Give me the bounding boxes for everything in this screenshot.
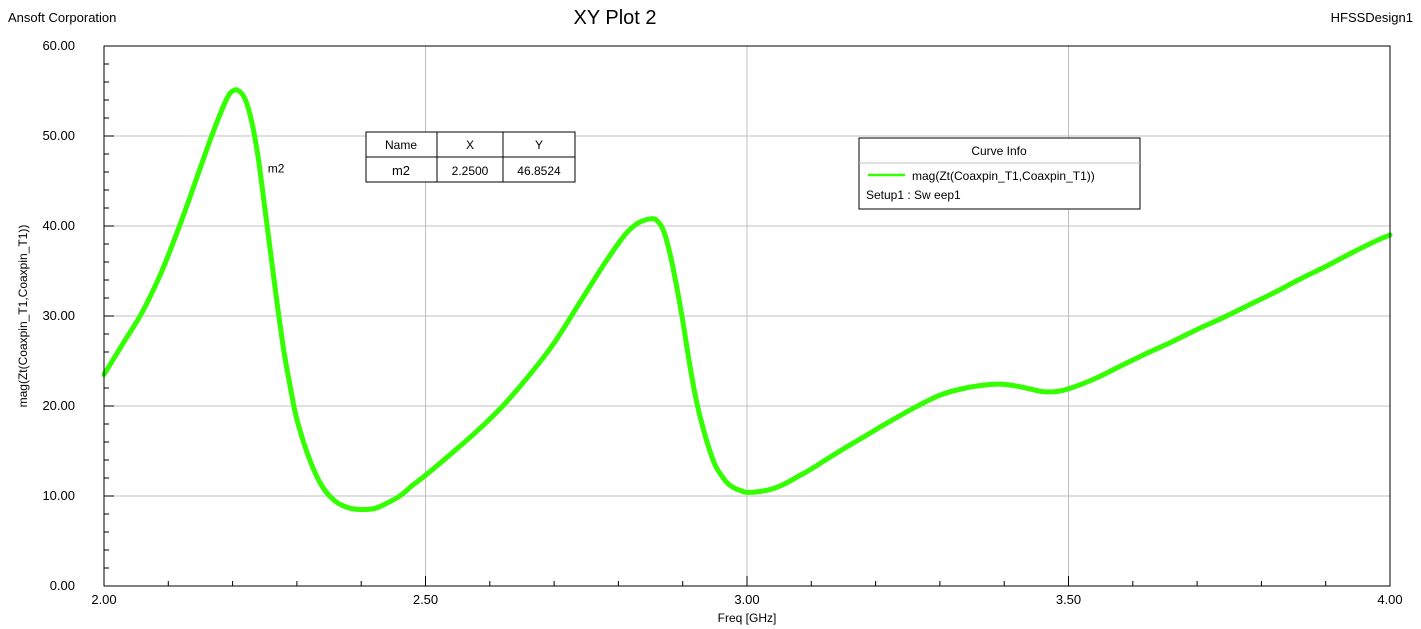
y-tick-label: 40.00 <box>42 218 75 233</box>
y-tick-label: 30.00 <box>42 308 75 323</box>
marker-table-cell-name: m2 <box>392 163 410 178</box>
x-tick-label: 2.00 <box>91 592 116 607</box>
x-tick-label: 4.00 <box>1377 592 1402 607</box>
curve-info-title: Curve Info <box>971 144 1027 158</box>
legend-setup-label: Setup1 : Sw eep1 <box>866 188 961 202</box>
marker-table-cell-x: 2.2500 <box>452 164 489 178</box>
design-label: HFSSDesign1 <box>1331 10 1413 25</box>
y-tick-label: 60.00 <box>42 38 75 53</box>
marker-label[interactable]: m2 <box>268 161 285 175</box>
y-tick-label: 50.00 <box>42 128 75 143</box>
plot-title: XY Plot 2 <box>573 7 656 29</box>
y-axis-label: mag(Zt(Coaxpin_T1,Coaxpin_T1)) <box>16 225 30 408</box>
y-tick-label: 0.00 <box>50 578 75 593</box>
marker-table-header-y: Y <box>535 138 543 152</box>
y-tick-labels: 0.00 10.00 20.00 30.00 40.00 50.00 60.00 <box>42 38 75 593</box>
x-tick-label: 3.00 <box>734 592 759 607</box>
marker-table-cell-y: 46.8524 <box>517 164 561 178</box>
company-label: Ansoft Corporation <box>8 10 116 25</box>
series-layer <box>101 87 1393 513</box>
marker-table[interactable]: Name X Y m2 2.2500 46.8524 <box>365 131 576 183</box>
marker-table-header-x: X <box>466 138 474 152</box>
x-tick-label: 3.50 <box>1056 592 1081 607</box>
x-axis-label: Freq [GHz] <box>718 611 777 625</box>
x-tick-label: 2.50 <box>413 592 438 607</box>
y-tick-label: 20.00 <box>42 398 75 413</box>
curve-info-legend[interactable]: Curve Info mag(Zt(Coaxpin_T1,Coaxpin_T1)… <box>858 137 1141 210</box>
legend-series-label: mag(Zt(Coaxpin_T1,Coaxpin_T1)) <box>912 169 1095 183</box>
marker-table-header-name: Name <box>385 138 417 152</box>
series-line <box>101 87 1393 513</box>
plot-border <box>103 45 1391 587</box>
grid-lines <box>104 46 1390 586</box>
x-tick-labels: 2.00 2.50 3.00 3.50 4.00 <box>91 592 1402 607</box>
y-tick-label: 10.00 <box>42 488 75 503</box>
